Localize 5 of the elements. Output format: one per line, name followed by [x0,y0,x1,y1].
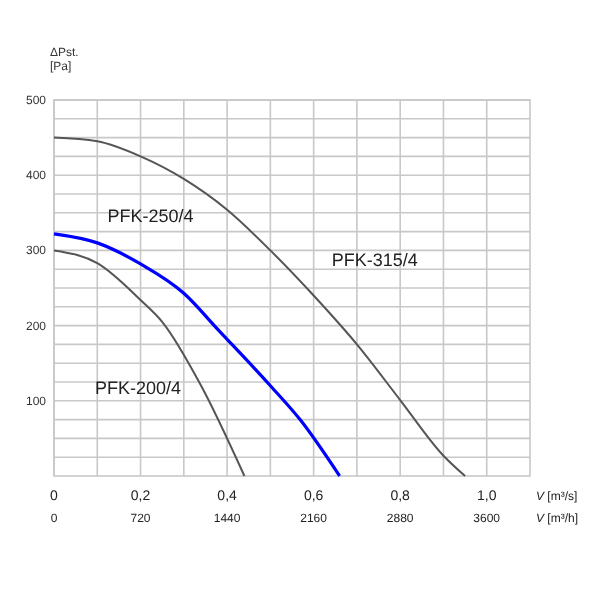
line-series [53,249,246,477]
series-label: PFK-315/4 [331,249,418,270]
line-series [53,136,467,477]
series-label: PFK-200/4 [95,377,182,398]
series-label: PFK-250/4 [107,205,194,226]
